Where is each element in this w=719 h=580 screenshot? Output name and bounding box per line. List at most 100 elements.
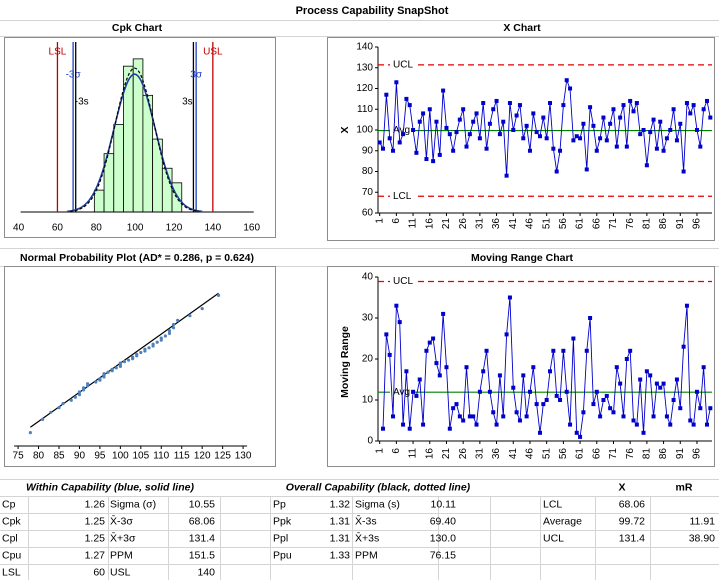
point	[73, 395, 77, 399]
x-tick-label: 51	[541, 448, 552, 460]
normal-curve	[66, 73, 203, 213]
point	[634, 422, 639, 427]
table-cell: 76.15	[430, 549, 456, 561]
point	[454, 130, 459, 135]
spec-label: LSL	[49, 47, 67, 58]
point	[188, 314, 192, 318]
point	[171, 326, 176, 330]
point	[704, 422, 709, 427]
point	[618, 381, 623, 386]
point	[701, 365, 706, 370]
point	[621, 414, 626, 419]
point	[527, 148, 532, 153]
point	[487, 121, 492, 126]
x-tick-label: 41	[508, 448, 519, 460]
control-label-bg	[390, 58, 414, 71]
point	[537, 430, 542, 435]
point	[594, 148, 599, 153]
point	[624, 144, 629, 149]
point	[414, 150, 419, 155]
point	[441, 311, 446, 316]
point	[411, 389, 416, 394]
point	[704, 98, 709, 103]
x-tick-label: 1	[374, 218, 385, 224]
point	[507, 101, 512, 106]
x-tick-label: 1	[374, 448, 385, 454]
point	[394, 303, 399, 308]
table-cell: X̄+3s	[355, 532, 379, 545]
table-cell: X̄+3σ	[110, 532, 136, 545]
point	[387, 136, 392, 141]
x-tick-label: 61	[575, 448, 586, 460]
table-cell: 131.4	[619, 532, 645, 544]
point	[658, 119, 663, 124]
point	[648, 373, 653, 378]
point	[28, 431, 32, 435]
x-tick-label: 90	[74, 451, 86, 462]
point	[441, 88, 446, 93]
point	[102, 372, 106, 376]
point	[578, 136, 583, 141]
point	[591, 123, 596, 128]
x-tick-label: 61	[575, 218, 586, 230]
point	[401, 132, 406, 137]
point	[551, 146, 556, 151]
x-tick-label: 140	[204, 223, 221, 234]
x-tick-label: 6	[391, 218, 402, 224]
table-cell: Ppu	[273, 549, 292, 561]
point	[541, 115, 546, 120]
point	[447, 426, 452, 431]
point	[551, 348, 556, 353]
x-tick-label: 81	[642, 218, 653, 230]
x-tick-label: 91	[675, 218, 686, 230]
point	[628, 98, 633, 103]
point	[454, 402, 459, 407]
point	[674, 138, 679, 143]
table-cell: Ppl	[273, 532, 288, 544]
point	[421, 111, 426, 116]
x-tick-label: 86	[658, 218, 669, 230]
control-label-bg	[390, 275, 414, 288]
point	[86, 382, 90, 386]
point	[511, 128, 516, 132]
point	[437, 373, 442, 378]
point	[451, 148, 456, 153]
point	[427, 107, 432, 112]
table-cell: 130.0	[430, 532, 456, 544]
point	[431, 159, 436, 164]
point	[698, 144, 703, 149]
point	[414, 393, 419, 398]
point	[604, 393, 609, 398]
point	[568, 86, 573, 91]
y-tick-label: 80	[362, 166, 374, 177]
point	[564, 389, 569, 394]
x-tick-label: 26	[458, 448, 469, 460]
point	[171, 322, 176, 327]
x-tick-label: 80	[91, 223, 103, 234]
x-tick-label: 6	[391, 448, 402, 454]
control-label: LCL	[393, 191, 412, 202]
point	[391, 414, 396, 419]
x-tick-label: 100	[112, 451, 129, 462]
point	[621, 103, 626, 108]
x-tick-label: 71	[608, 218, 619, 230]
y-axis-label: X	[339, 126, 351, 133]
x-tick-label: 76	[625, 218, 636, 230]
point	[611, 107, 616, 112]
x-tick-label: 76	[625, 448, 636, 460]
point	[216, 293, 221, 297]
point	[604, 138, 609, 143]
table-cell: 1.25	[85, 532, 106, 544]
x-tick-label: 46	[525, 218, 536, 230]
x-tick-label: 31	[475, 448, 486, 460]
histogram-bar	[113, 124, 124, 213]
point	[694, 128, 699, 132]
table-cell: Average	[543, 515, 582, 527]
x-tick-label: 56	[558, 218, 569, 230]
point	[404, 96, 409, 101]
point	[708, 115, 713, 120]
point	[608, 121, 613, 126]
point	[641, 430, 646, 435]
point	[554, 393, 559, 398]
